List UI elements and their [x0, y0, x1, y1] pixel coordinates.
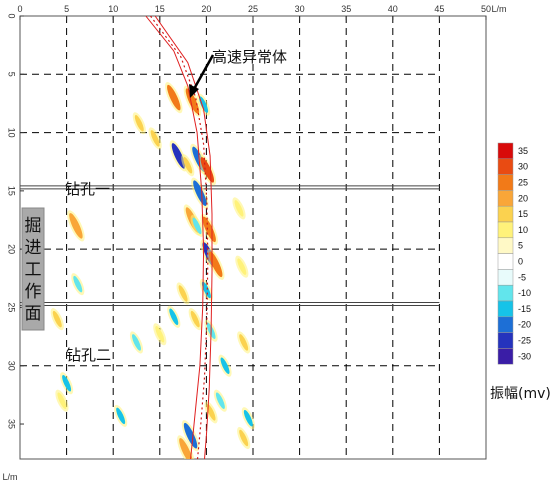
- amplitude-blob-31: [116, 407, 126, 425]
- colorbar-swatch-0: [497, 253, 514, 270]
- amplitude-blob-32: [215, 392, 225, 409]
- colorbar-swatch-10: [497, 221, 514, 239]
- y-tick-label: 10: [7, 128, 17, 138]
- colorbar-label: 5: [518, 241, 523, 251]
- tunnel-face-char: 工: [25, 260, 42, 280]
- y-tick-label: 0: [7, 13, 17, 18]
- amplitude-blob-28: [239, 334, 249, 351]
- colorbar-title: 振幅(mv): [490, 386, 550, 402]
- y-tick-label: 15: [7, 186, 17, 196]
- amplitude-blob-17: [237, 258, 247, 275]
- amplitude-blob-2: [199, 96, 209, 113]
- colorbar-swatch-15: [497, 205, 514, 223]
- colorbar-label: 20: [518, 193, 528, 203]
- y-tick-label: 35: [7, 419, 17, 429]
- axis-ticks: 0 5 10 15 20 25 30 35 40 45 50 0 5 10 15 20 25 30 35: [7, 4, 491, 429]
- x-tick-label: 15: [155, 4, 165, 14]
- amplitude-blob-25: [155, 326, 165, 343]
- amplitude-blob-3: [134, 115, 144, 132]
- amplitude-blob-21: [52, 310, 62, 328]
- tunnel-face-char: 作: [25, 282, 42, 302]
- amplitude-blob-6: [183, 156, 193, 174]
- tunnel-face-char: 面: [25, 304, 42, 324]
- amplitude-blob-37: [179, 438, 193, 459]
- colorbar-swatch--25: [497, 332, 514, 349]
- x-tick-label: 0: [17, 4, 22, 14]
- x-tick-label: 45: [434, 4, 444, 14]
- colorbar: 35 30 25 20 15 10 5 0 -5 -10 -15 -20 -25 -30: [497, 142, 531, 365]
- tunnel-face-char: 掘: [25, 216, 42, 236]
- x-tick-label: 5: [64, 4, 69, 14]
- colorbar-label: 10: [518, 225, 528, 235]
- colorbar-label: -20: [518, 320, 531, 330]
- x-unit-label: L/m: [491, 4, 506, 14]
- colorbar-swatch-35: [497, 142, 514, 160]
- anomaly-band-left-edge: [145, 16, 205, 459]
- colorbar-swatch-5: [497, 237, 514, 254]
- x-tick-label: 25: [248, 4, 258, 14]
- amplitude-blob-5: [171, 143, 186, 169]
- y-unit-label: L/m: [2, 472, 17, 482]
- colorbar-swatch--10: [497, 284, 514, 302]
- x-tick-label: 10: [108, 4, 118, 14]
- amplitude-blob-12: [202, 216, 216, 243]
- tunnel-face-char: 进: [25, 238, 42, 258]
- tunnel-face-box: [21, 207, 45, 331]
- amplitude-blob-22: [169, 308, 179, 326]
- colorbar-swatch-25: [497, 174, 514, 191]
- amplitude-blob-19: [201, 281, 211, 299]
- amplitude-blob-13: [234, 200, 244, 217]
- amplitude-blob-20: [178, 285, 188, 302]
- amplitude-blob-33: [206, 404, 216, 421]
- colorbar-label: 35: [518, 146, 528, 156]
- colorbar-swatch--15: [497, 300, 514, 318]
- colorbar-label: -5: [518, 272, 526, 282]
- amplitude-blob-34: [243, 409, 253, 427]
- colorbar-label: -25: [518, 336, 531, 346]
- x-tick-label: 40: [388, 4, 398, 14]
- amplitude-blob-30: [57, 392, 67, 409]
- amplitude-blob-35: [239, 429, 249, 447]
- y-tick-label: 25: [7, 302, 17, 312]
- colorbar-label: 25: [518, 178, 528, 188]
- amplitude-blob-11: [192, 217, 202, 235]
- colorbar-label: -15: [518, 304, 531, 314]
- amplitude-blob-18: [73, 275, 83, 293]
- anomaly-arrow: [189, 54, 215, 98]
- colorbar-swatch-30: [497, 158, 514, 175]
- colorbar-label: -30: [518, 351, 531, 361]
- colorbar-label: 0: [518, 257, 523, 267]
- colorbar-swatch--30: [497, 348, 514, 365]
- amplitude-blob-4: [150, 130, 160, 147]
- x-tick-label: 50: [481, 4, 491, 14]
- amplitude-blob-26: [132, 334, 141, 351]
- borehole-2-label: 钻孔二: [66, 346, 111, 364]
- x-tick-label: 35: [341, 4, 351, 14]
- amplitude-blob-9: [193, 180, 207, 206]
- y-tick-label: 30: [7, 361, 17, 371]
- x-tick-label: 30: [295, 4, 305, 14]
- amplitude-blob-29: [62, 374, 72, 392]
- colorbar-label: 30: [518, 162, 528, 172]
- x-tick-label: 20: [201, 4, 211, 14]
- borehole-lines: [20, 185, 440, 306]
- colorbar-swatch-20: [497, 190, 514, 207]
- amplitude-blob-36: [183, 422, 198, 449]
- borehole-1-label: 钻孔一: [65, 180, 110, 198]
- amplitude-blob-27: [220, 357, 230, 374]
- amplitude-blob-23: [190, 310, 200, 328]
- colorbar-swatch--5: [497, 269, 514, 286]
- amplitude-blob-14: [69, 213, 83, 239]
- colorbar-label: 15: [518, 209, 528, 219]
- amplitude-blob-0: [167, 84, 181, 111]
- y-tick-label: 5: [7, 72, 17, 77]
- y-tick-label: 20: [7, 244, 17, 254]
- colorbar-label: -10: [518, 288, 531, 298]
- anomaly-label: 高速异常体: [212, 48, 287, 66]
- colorbar-swatch--20: [497, 316, 514, 333]
